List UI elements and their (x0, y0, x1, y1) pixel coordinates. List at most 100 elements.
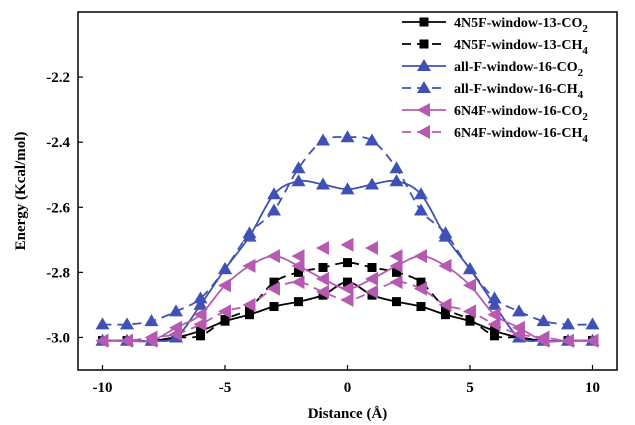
legend-marker (417, 103, 430, 117)
data-point (169, 304, 183, 317)
data-point (438, 258, 452, 273)
data-point (585, 333, 599, 348)
x-tick-label: -10 (93, 380, 113, 396)
data-point (536, 330, 550, 345)
legend-item: all-F-window-16-CO2 (402, 59, 584, 79)
data-point (218, 304, 231, 319)
data-point (367, 262, 377, 272)
data-point (441, 310, 450, 320)
data-point (294, 297, 303, 307)
legend-marker (417, 125, 430, 139)
data-point (487, 307, 501, 322)
data-point (269, 277, 279, 287)
data-point (389, 275, 403, 290)
data-point (242, 226, 257, 239)
data-point (463, 278, 476, 293)
data-point (340, 182, 355, 195)
data-point (512, 327, 525, 342)
data-point (365, 240, 378, 255)
data-point (316, 271, 329, 286)
data-point (465, 315, 475, 325)
x-axis-title: Distance (Å) (308, 406, 388, 422)
data-point (245, 310, 254, 320)
x-tick-label: 5 (466, 380, 474, 396)
data-point (392, 267, 401, 277)
data-point (438, 226, 453, 239)
data-point (95, 317, 110, 330)
series-layer (95, 130, 600, 348)
data-point (487, 297, 502, 310)
data-point (512, 304, 526, 317)
data-point (120, 317, 134, 330)
data-point (463, 304, 476, 319)
legend: 4N5F-window-13-CO2 4N5F-window-13-CH4 all-… (402, 16, 588, 145)
x-tick-label: 10 (585, 380, 600, 396)
legend-item: all-F-window-16-CH4 (402, 81, 584, 101)
y-tick-label: -2.8 (46, 265, 70, 281)
data-point (414, 249, 427, 264)
data-point (343, 277, 352, 287)
data-point (318, 262, 328, 272)
legend-item: 6N4F-window-16-CH4 (402, 125, 588, 145)
data-point (487, 291, 502, 304)
data-point (291, 275, 305, 290)
legend-label: 4N5F-window-13-CO2 (454, 16, 588, 35)
series-line (102, 136, 593, 326)
data-point (463, 262, 477, 275)
data-point (144, 330, 158, 345)
data-point (365, 133, 379, 146)
data-point (294, 267, 303, 277)
data-point (316, 133, 330, 146)
data-point (340, 130, 355, 143)
data-point (242, 258, 256, 273)
data-point (365, 271, 378, 286)
data-point (561, 317, 575, 330)
data-point (269, 302, 279, 312)
data-point (561, 333, 574, 348)
legend-label: 6N4F-window-16-CO2 (454, 104, 588, 123)
data-point (196, 326, 205, 336)
legend-item: 4N5F-window-13-CH4 (402, 38, 588, 57)
legend-marker (417, 81, 431, 93)
data-point (365, 284, 378, 299)
axes-layer: -10 -5 0 5 10 -3.0 -2.8 -2.6 -2.4 -2.2 (46, 70, 600, 396)
data-point (316, 177, 330, 190)
legend-label: all-F-window-16-CH4 (454, 82, 584, 101)
data-point (487, 317, 501, 332)
data-point (340, 237, 354, 252)
y-tick-label: -2.2 (46, 70, 70, 86)
data-point (267, 249, 280, 264)
data-point (389, 258, 403, 273)
data-point (193, 317, 207, 332)
data-point (490, 331, 499, 341)
data-point (196, 331, 205, 341)
data-point (291, 161, 306, 174)
series-6 (95, 237, 599, 348)
data-point (490, 326, 499, 336)
data-point (193, 297, 208, 310)
y-tick-label: -3.0 (46, 330, 70, 346)
series-line (102, 261, 593, 342)
data-point (389, 174, 404, 187)
data-point (220, 315, 230, 325)
legend-marker (419, 39, 429, 49)
y-axis-title: Energy (Kcal/mol) (13, 132, 29, 251)
data-point (291, 174, 306, 187)
data-point (414, 281, 427, 296)
data-point (340, 281, 354, 296)
legend-label: 6N4F-window-16-CH4 (454, 126, 588, 145)
data-point (291, 258, 305, 273)
data-point (267, 281, 280, 296)
y-tick-label: -2.4 (46, 135, 70, 151)
data-point (267, 203, 281, 216)
data-point (438, 297, 452, 312)
data-point (536, 314, 551, 327)
data-point (267, 187, 281, 200)
data-point (169, 327, 182, 342)
data-point (414, 187, 428, 200)
data-point (291, 249, 305, 264)
legend-item: 6N4F-window-16-CO2 (402, 103, 588, 123)
legend-marker (417, 59, 431, 71)
x-tick-label: 0 (344, 380, 352, 396)
